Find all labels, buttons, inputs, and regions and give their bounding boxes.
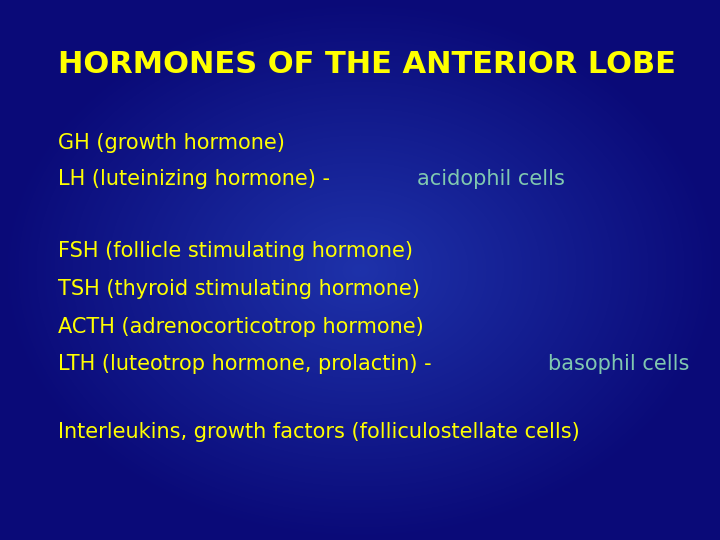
- Text: HORMONES OF THE ANTERIOR LOBE: HORMONES OF THE ANTERIOR LOBE: [58, 50, 675, 79]
- Text: acidophil cells: acidophil cells: [417, 169, 565, 190]
- Text: LTH (luteotrop hormone, prolactin) -: LTH (luteotrop hormone, prolactin) -: [58, 354, 438, 375]
- Text: TSH (thyroid stimulating hormone): TSH (thyroid stimulating hormone): [58, 279, 420, 299]
- Text: ACTH (adrenocorticotrop hormone): ACTH (adrenocorticotrop hormone): [58, 316, 423, 337]
- Text: LH (luteinizing hormone) -: LH (luteinizing hormone) -: [58, 169, 336, 190]
- Text: Interleukins, growth factors (folliculostellate cells): Interleukins, growth factors (folliculos…: [58, 422, 580, 442]
- Text: FSH (follicle stimulating hormone): FSH (follicle stimulating hormone): [58, 241, 413, 261]
- Text: GH (growth hormone): GH (growth hormone): [58, 133, 284, 153]
- Text: basophil cells: basophil cells: [548, 354, 690, 375]
